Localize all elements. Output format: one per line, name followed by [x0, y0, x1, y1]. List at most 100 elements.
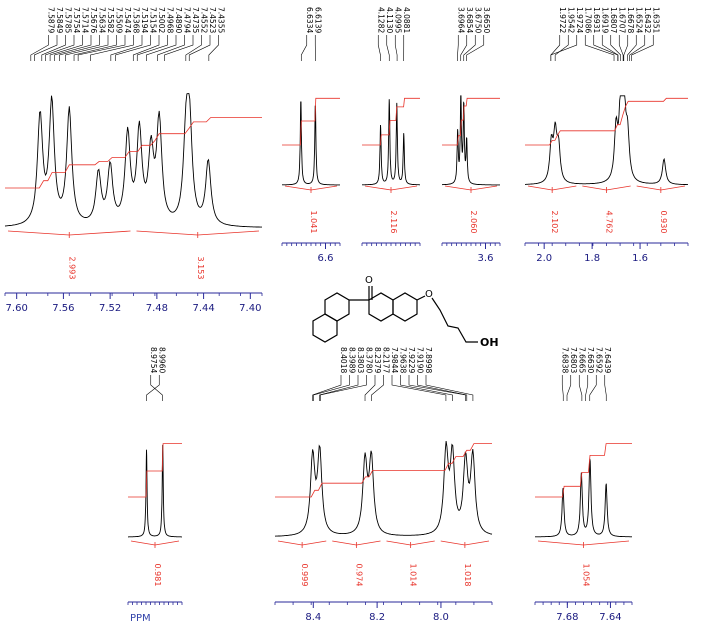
spectrum-trace — [525, 96, 688, 185]
peak-label: 4.1130 — [385, 7, 394, 33]
integral-curve — [525, 98, 688, 145]
integral-curve — [362, 98, 420, 145]
peak-label: 4.0995 — [393, 7, 402, 33]
integral-curve — [282, 98, 340, 145]
integral-value: 2.060 — [469, 211, 478, 234]
integral-curve — [275, 444, 492, 497]
peak-leader-line — [387, 35, 390, 61]
peak-label: 7.5002 — [157, 7, 166, 33]
peak-leader-line — [605, 375, 606, 401]
integral-curve — [535, 444, 632, 497]
axis-tick-label: 3.6 — [478, 253, 494, 264]
spectrum-trace — [535, 459, 632, 537]
integral-value: 3.153 — [196, 257, 205, 280]
integral-value: 2.116 — [389, 211, 398, 234]
peak-label: 8.3803 — [356, 347, 365, 373]
peak-label: 7.5368 — [132, 7, 141, 33]
spectrum-trace — [5, 94, 262, 228]
peak-label: 7.4968 — [166, 7, 175, 33]
peak-label: 1.6351 — [651, 7, 660, 33]
peak-leader-line — [586, 375, 588, 401]
hydroxyl-label: OH — [480, 336, 499, 349]
peak-leader-line — [189, 35, 210, 61]
peak-leader-line — [624, 35, 628, 61]
peak-leader-line — [602, 35, 618, 61]
spectrum-trace — [282, 102, 340, 185]
peak-label: 8.2177 — [382, 347, 391, 373]
peak-label: 1.6707 — [617, 7, 626, 33]
peak-label: 7.9844 — [390, 347, 399, 373]
axis-tick-label: 8.2 — [369, 612, 385, 623]
peak-label: 7.6630 — [586, 347, 595, 373]
peak-label: 7.5879 — [47, 7, 56, 33]
peak-leader-line — [551, 35, 577, 61]
peak-label: 1.6432 — [643, 7, 652, 33]
peak-leader-line — [458, 35, 459, 61]
peak-leader-line — [313, 375, 341, 401]
peak-label: 7.4523 — [208, 7, 217, 33]
peak-label: 1.6807 — [609, 7, 618, 33]
peak-label: 7.6665 — [577, 347, 586, 373]
peak-leader-line — [151, 375, 163, 401]
peak-label: 7.5849 — [55, 7, 64, 33]
peak-label: 7.4355 — [217, 7, 226, 33]
integral-curve — [442, 98, 500, 145]
axis-tick-label: 1.8 — [584, 253, 600, 264]
spectrum-trace — [128, 445, 182, 537]
peak-label: 7.5676 — [89, 7, 98, 33]
peak-label: 1.6919 — [600, 7, 609, 33]
peak-label: 7.5634 — [98, 7, 107, 33]
integral-value: 0.930 — [659, 211, 668, 234]
axis-tick-label: 1.6 — [632, 253, 648, 264]
axis-tick-label: 7.60 — [6, 303, 28, 314]
peak-label: 8.3989 — [348, 347, 357, 373]
peak-label: 1.6524 — [634, 7, 643, 33]
peak-leader-line — [158, 35, 185, 61]
integral-value: 0.981 — [153, 564, 162, 587]
peak-label: 7.5754 — [72, 7, 81, 33]
axis-tick-label: 6.6 — [318, 253, 334, 264]
peak-leader-line — [320, 375, 366, 401]
peak-leader-line — [314, 375, 350, 401]
peak-label: 3.6854 — [465, 7, 474, 33]
peak-label: 7.5154 — [149, 7, 158, 33]
axis-tick-label: 7.56 — [52, 303, 74, 314]
peak-label: 7.5194 — [140, 7, 149, 33]
peak-label: 6.6334 — [305, 7, 314, 33]
peak-label: 7.4890 — [174, 7, 183, 33]
peak-label: 7.5714 — [81, 7, 90, 33]
peak-leader-line — [186, 35, 202, 61]
integral-value: 0.999 — [300, 564, 309, 587]
peak-leader-line — [78, 35, 125, 61]
integral-value: 1.014 — [409, 564, 418, 587]
peak-leader-line — [392, 375, 446, 401]
peak-label: 1.9722 — [558, 7, 567, 33]
peak-leader-line — [567, 375, 571, 401]
ppm-unit-label: PPM — [130, 613, 151, 624]
peak-leader-line — [464, 35, 476, 61]
integral-value: 1.054 — [582, 564, 591, 587]
integral-value: 2.102 — [550, 211, 559, 234]
peak-leader-line — [147, 375, 160, 401]
peak-label: 3.6750 — [473, 7, 482, 33]
peak-leader-line — [630, 35, 645, 61]
integral-curve — [5, 118, 262, 188]
peak-label: 8.2379 — [373, 347, 382, 373]
peak-label: 4.0881 — [402, 7, 411, 33]
peak-leader-line — [562, 375, 563, 401]
peak-leader-line — [31, 35, 49, 61]
integral-value: 0.974 — [354, 564, 363, 587]
peak-leader-line — [378, 35, 380, 61]
peak-label: 7.4552 — [200, 7, 209, 33]
peak-label: 7.6838 — [560, 347, 569, 373]
integral-value: 4.762 — [605, 211, 614, 234]
spectrum-trace — [275, 441, 492, 536]
peak-label: 1.9724 — [575, 7, 584, 33]
peak-label: 7.9229 — [407, 347, 416, 373]
